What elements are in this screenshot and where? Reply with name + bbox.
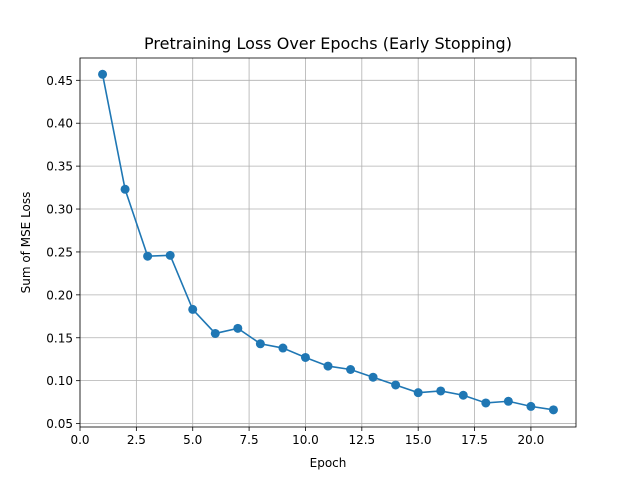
loss-point [481, 398, 491, 408]
loss-line [101, 74, 554, 411]
loss-point [278, 343, 288, 353]
loss-point [98, 69, 108, 79]
x-tick-label: 0.0 [70, 433, 89, 447]
axis-ticks: 0.0 2.5 5.0 7.5 10.0 12.5 15.0 17.5 20.0 0.05 0.10… [46, 74, 544, 447]
chart-title: Pretraining Loss Over Epochs (Early Stop… [144, 34, 512, 53]
loss-series [98, 69, 558, 415]
loss-point [346, 365, 356, 375]
loss-point [188, 304, 198, 314]
x-tick-label: 20.0 [518, 433, 545, 447]
y-tick-label: 0.25 [46, 245, 73, 259]
loss-point [165, 250, 175, 260]
x-tick-label: 5.0 [183, 433, 202, 447]
x-tick-label: 2.5 [127, 433, 146, 447]
loss-point [391, 380, 401, 390]
x-tick-label: 7.5 [240, 433, 259, 447]
loss-point [323, 361, 333, 371]
loss-point [548, 405, 558, 415]
y-axis-label: Sum of MSE Loss [19, 192, 33, 294]
loss-point [233, 323, 243, 333]
x-tick-label: 15.0 [405, 433, 432, 447]
x-tick-label: 17.5 [461, 433, 488, 447]
y-tick-label: 0.15 [46, 331, 73, 345]
loss-point [300, 352, 310, 362]
y-tick-label: 0.40 [46, 117, 73, 131]
x-tick-label: 12.5 [348, 433, 375, 447]
y-tick-label: 0.35 [46, 160, 73, 174]
loss-point [120, 184, 130, 194]
loss-point [413, 388, 423, 398]
x-tick-label: 10.0 [292, 433, 319, 447]
grid [79, 58, 576, 427]
loss-point [255, 339, 265, 349]
x-axis-label: Epoch [310, 456, 347, 470]
plot-frame [79, 57, 577, 428]
loss-point [503, 396, 513, 406]
loss-point [458, 390, 468, 400]
loss-point [436, 386, 446, 396]
y-tick-label: 0.30 [46, 203, 73, 217]
loss-point [143, 251, 153, 261]
y-tick-label: 0.10 [46, 374, 73, 388]
loss-point [368, 372, 378, 382]
y-tick-label: 0.45 [46, 74, 73, 88]
y-tick-label: 0.20 [46, 288, 73, 302]
loss-point [526, 401, 536, 411]
y-tick-label: 0.05 [46, 417, 73, 431]
loss-point [210, 328, 220, 338]
